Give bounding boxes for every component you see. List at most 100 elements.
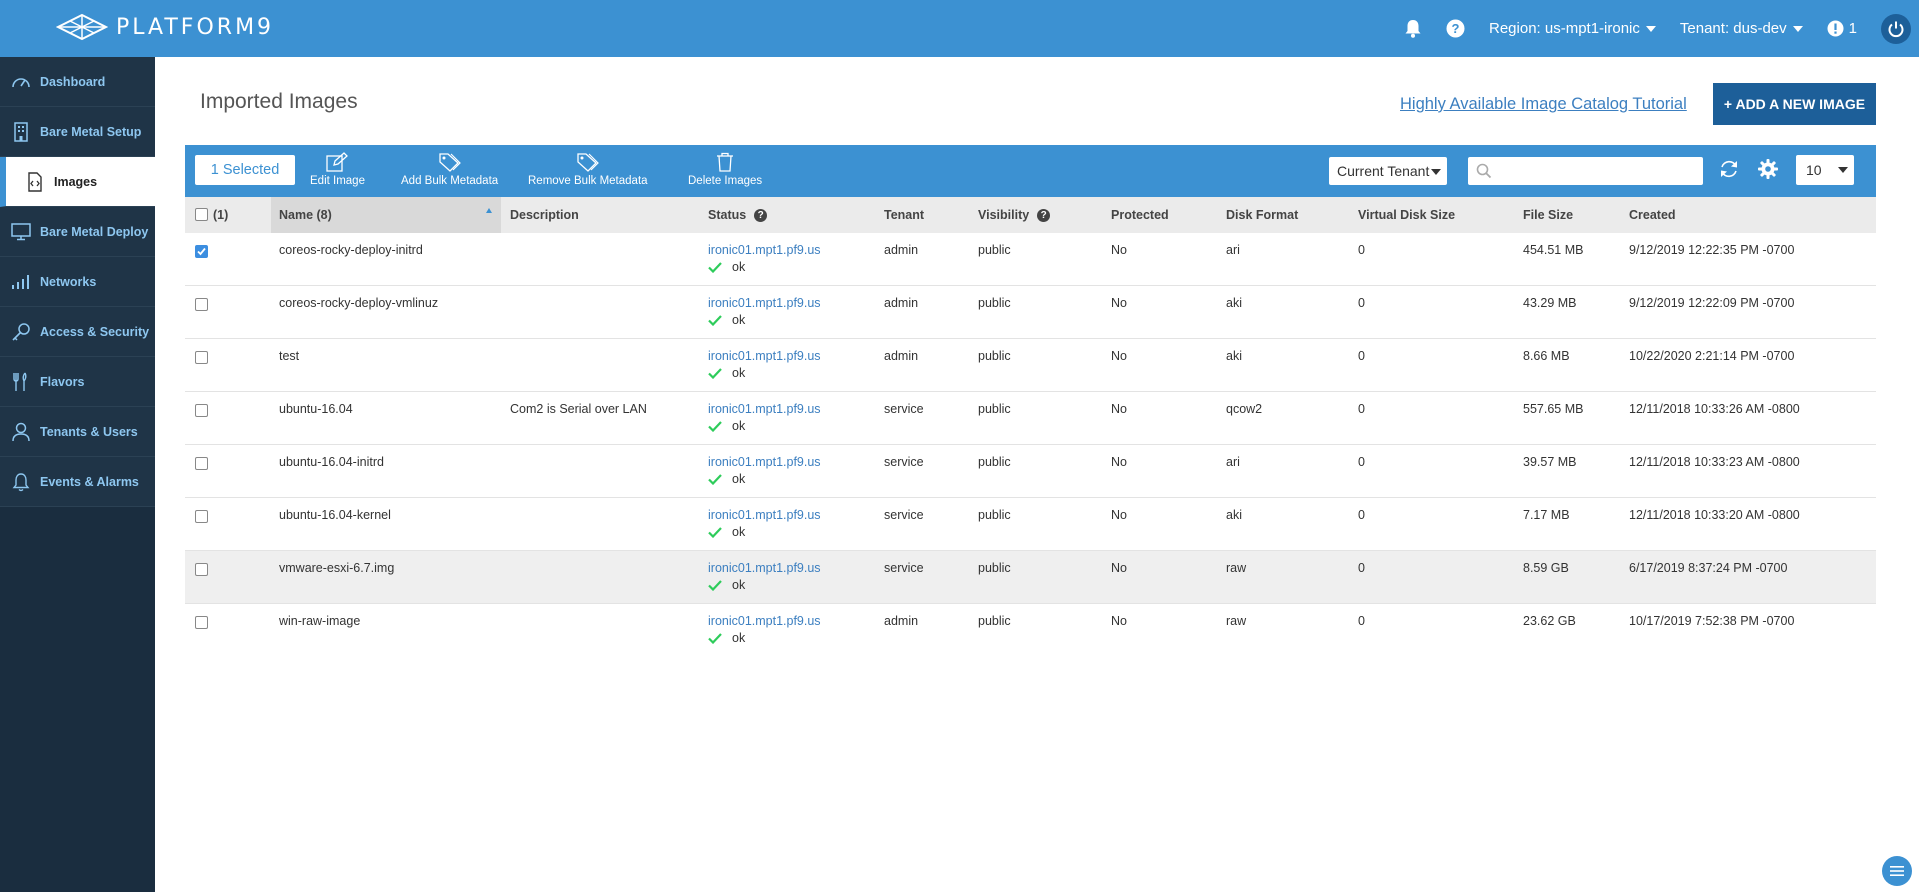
region-dropdown[interactable]: Region: us-mpt1-ironic xyxy=(1489,20,1656,37)
sidebar-item-dashboard[interactable]: Dashboard xyxy=(0,57,155,107)
power-button[interactable] xyxy=(1881,13,1911,44)
row-checkbox[interactable] xyxy=(195,563,208,576)
description-header[interactable]: Description xyxy=(510,208,579,222)
edit-image-label: Edit Image xyxy=(310,175,365,187)
refresh-button[interactable] xyxy=(1718,158,1740,185)
image-name[interactable]: vmware-esxi-6.7.img xyxy=(279,561,395,575)
image-name[interactable]: ubuntu-16.04 xyxy=(279,402,353,416)
tags-icon xyxy=(576,151,600,173)
tenant-dropdown[interactable]: Tenant: dus-dev xyxy=(1680,20,1803,37)
row-checkbox[interactable] xyxy=(195,245,208,258)
host-link[interactable]: ironic01.mpt1.pf9.us xyxy=(708,561,821,575)
settings-button[interactable] xyxy=(1757,158,1779,185)
host-link[interactable]: ironic01.mpt1.pf9.us xyxy=(708,508,821,522)
search-input[interactable] xyxy=(1496,157,1696,185)
virtual-disk-size-header[interactable]: Virtual Disk Size xyxy=(1358,208,1456,222)
select-all-checkbox[interactable] xyxy=(195,208,208,221)
protected-header[interactable]: Protected xyxy=(1111,208,1169,222)
monitor-icon xyxy=(10,221,32,243)
delete-images-button[interactable]: Delete Images xyxy=(688,151,762,187)
sort-ascending-icon xyxy=(486,208,492,213)
refresh-icon xyxy=(1721,160,1737,178)
row-checkbox[interactable] xyxy=(195,404,208,417)
status-ok: ok xyxy=(708,313,745,327)
image-visibility: public xyxy=(978,455,1011,469)
image-disk-format: ari xyxy=(1226,243,1240,257)
visibility-header[interactable]: Visibility ? xyxy=(978,208,1051,222)
row-checkbox[interactable] xyxy=(195,457,208,470)
alerts-button[interactable]: 1 xyxy=(1827,20,1857,37)
table-row[interactable]: ubuntu-16.04-initrd ironic01.mpt1.pf9.us… xyxy=(185,445,1876,498)
sidebar-item-tenants-users[interactable]: Tenants & Users xyxy=(0,407,155,457)
host-link[interactable]: ironic01.mpt1.pf9.us xyxy=(708,614,821,628)
tenant-filter-select[interactable]: Current Tenant xyxy=(1329,157,1447,185)
select-count-header: (1) xyxy=(213,208,229,222)
sidebar-item-label: Bare Metal Setup xyxy=(40,124,142,139)
row-checkbox[interactable] xyxy=(195,616,208,629)
sidebar-item-access-security[interactable]: Access & Security xyxy=(0,307,155,357)
table-row[interactable]: vmware-esxi-6.7.img ironic01.mpt1.pf9.us… xyxy=(185,551,1876,604)
sidebar-item-label: Flavors xyxy=(40,374,85,389)
sidebar-item-bare-metal-deploy[interactable]: Bare Metal Deploy xyxy=(0,207,155,257)
image-name[interactable]: win-raw-image xyxy=(279,614,361,628)
add-bulk-metadata-button[interactable]: Add Bulk Metadata xyxy=(401,151,498,187)
table-row[interactable]: win-raw-image ironic01.mpt1.pf9.us ok ad… xyxy=(185,604,1876,657)
sidebar-item-bare-metal-setup[interactable]: Bare Metal Setup xyxy=(0,107,155,157)
sidebar-item-networks[interactable]: Networks xyxy=(0,257,155,307)
image-file-size: 8.66 MB xyxy=(1523,349,1570,363)
add-image-button[interactable]: + ADD A NEW IMAGE xyxy=(1713,83,1876,125)
tenant-header[interactable]: Tenant xyxy=(884,208,925,222)
remove-bulk-metadata-label: Remove Bulk Metadata xyxy=(528,175,648,187)
sidebar-item-events-alarms[interactable]: Events & Alarms xyxy=(0,457,155,507)
help-icon[interactable]: ? xyxy=(1037,208,1051,222)
image-name[interactable]: coreos-rocky-deploy-vmlinuz xyxy=(279,296,439,310)
name-header[interactable]: Name (8) xyxy=(279,208,332,222)
sidebar-item-flavors[interactable]: Flavors xyxy=(0,357,155,407)
check-icon xyxy=(708,632,722,644)
selected-count-button[interactable]: 1 Selected xyxy=(195,155,295,185)
row-checkbox[interactable] xyxy=(195,298,208,311)
disk-format-header[interactable]: Disk Format xyxy=(1226,208,1299,222)
menu-fab-button[interactable] xyxy=(1882,856,1912,886)
image-protected: No xyxy=(1111,455,1127,469)
tutorial-link[interactable]: Highly Available Image Catalog Tutorial xyxy=(1400,95,1687,113)
help-icon[interactable]: ? xyxy=(754,208,768,222)
row-checkbox[interactable] xyxy=(195,510,208,523)
image-name[interactable]: coreos-rocky-deploy-initrd xyxy=(279,243,423,257)
image-name[interactable]: test xyxy=(279,349,300,363)
notifications-button[interactable] xyxy=(1404,19,1422,38)
edit-image-button[interactable]: Edit Image xyxy=(310,151,365,187)
status-text: ok xyxy=(732,419,746,433)
created-header[interactable]: Created xyxy=(1629,208,1676,222)
host-link[interactable]: ironic01.mpt1.pf9.us xyxy=(708,349,821,363)
table-row[interactable]: ubuntu-16.04 Com2 is Serial over LAN iro… xyxy=(185,392,1876,445)
status-text: ok xyxy=(732,260,746,274)
sidebar-item-images[interactable]: Images xyxy=(0,157,155,207)
help-button[interactable]: ? xyxy=(1446,19,1465,38)
table-row[interactable]: ubuntu-16.04-kernel ironic01.mpt1.pf9.us… xyxy=(185,498,1876,551)
tenant-label: Tenant: dus-dev xyxy=(1679,20,1787,37)
page-size-value: 10 xyxy=(1806,162,1822,178)
table-row[interactable]: coreos-rocky-deploy-initrd ironic01.mpt1… xyxy=(185,233,1876,286)
image-protected: No xyxy=(1111,508,1127,522)
host-link[interactable]: ironic01.mpt1.pf9.us xyxy=(708,296,821,310)
page-size-select[interactable]: 10 xyxy=(1796,155,1854,185)
status-header[interactable]: Status ? xyxy=(708,208,768,222)
bell-icon xyxy=(1405,20,1421,38)
host-link[interactable]: ironic01.mpt1.pf9.us xyxy=(708,243,821,257)
row-checkbox[interactable] xyxy=(195,351,208,364)
image-virtual-disk-size: 0 xyxy=(1358,614,1365,628)
brand[interactable]: PLATFORM9 xyxy=(56,13,274,41)
status-text: ok xyxy=(732,631,746,645)
file-size-header[interactable]: File Size xyxy=(1523,208,1574,222)
table-row[interactable]: test ironic01.mpt1.pf9.us ok admin publi… xyxy=(185,339,1876,392)
host-link[interactable]: ironic01.mpt1.pf9.us xyxy=(708,455,821,469)
table-row[interactable]: coreos-rocky-deploy-vmlinuz ironic01.mpt… xyxy=(185,286,1876,339)
sidebar-item-label: Events & Alarms xyxy=(40,474,139,489)
image-name[interactable]: ubuntu-16.04-initrd xyxy=(279,455,384,469)
sidebar-item-label: Dashboard xyxy=(40,74,106,89)
remove-bulk-metadata-button[interactable]: Remove Bulk Metadata xyxy=(528,151,648,187)
check-icon xyxy=(708,473,722,485)
host-link[interactable]: ironic01.mpt1.pf9.us xyxy=(708,402,821,416)
image-name[interactable]: ubuntu-16.04-kernel xyxy=(279,508,391,522)
